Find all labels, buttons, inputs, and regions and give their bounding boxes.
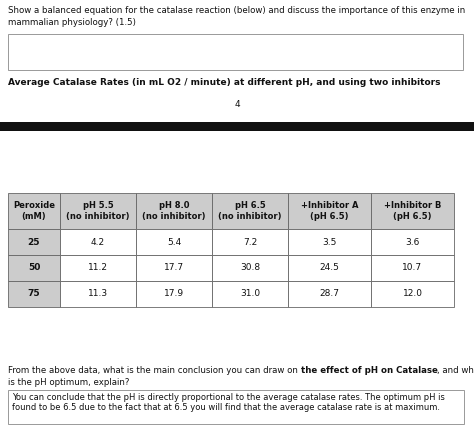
Bar [136,281,212,307]
Bar [136,229,212,255]
Text: , and what: , and what [438,366,474,375]
Text: 12.0: 12.0 [402,289,422,299]
Text: pH 5.5
(no inhibitor): pH 5.5 (no inhibitor) [66,201,130,221]
Bar [60,193,136,229]
Bar [60,229,136,255]
Text: 17.7: 17.7 [164,264,184,272]
Bar [288,281,371,307]
Text: From the above data, what is the main conclusion you can draw on: From the above data, what is the main co… [8,366,301,375]
Text: is the pH optimum, explain?: is the pH optimum, explain? [8,378,129,387]
Text: 11.3: 11.3 [88,289,108,299]
Bar [8,229,60,255]
Bar [212,193,288,229]
Text: 25: 25 [28,237,40,246]
Bar [8,34,463,70]
Text: +Inhibitor B
(pH 6.5): +Inhibitor B (pH 6.5) [384,201,441,221]
Text: 28.7: 28.7 [319,289,339,299]
Bar [136,255,212,281]
Text: 4.2: 4.2 [91,237,105,246]
Text: 3.5: 3.5 [322,237,337,246]
Bar [212,255,288,281]
Bar [371,229,454,255]
Text: 4: 4 [234,100,240,109]
Bar [288,255,371,281]
Bar [371,255,454,281]
Text: 24.5: 24.5 [319,264,339,272]
Bar [60,281,136,307]
Bar [8,281,60,307]
Text: pH 6.5
(no inhibitor): pH 6.5 (no inhibitor) [218,201,282,221]
Text: You can conclude that the pH is directly proportional to the average catalase ra: You can conclude that the pH is directly… [12,393,445,402]
Bar [8,193,60,229]
Text: 31.0: 31.0 [240,289,260,299]
Bar [0,122,474,131]
Text: 11.2: 11.2 [88,264,108,272]
Text: the effect of pH on Catalase: the effect of pH on Catalase [301,366,438,375]
Bar [288,193,371,229]
Bar [60,255,136,281]
Bar [136,193,212,229]
Text: 17.9: 17.9 [164,289,184,299]
Text: 75: 75 [27,289,40,299]
Text: 7.2: 7.2 [243,237,257,246]
Text: 10.7: 10.7 [402,264,422,272]
Bar [8,390,464,424]
Bar [212,281,288,307]
Text: 3.6: 3.6 [405,237,419,246]
Bar [8,255,60,281]
Bar [288,229,371,255]
Text: found to be 6.5 due to the fact that at 6.5 you will find that the average catal: found to be 6.5 due to the fact that at … [12,403,440,412]
Text: Average Catalase Rates (in mL O2 / minute) at different pH, and using two inhibi: Average Catalase Rates (in mL O2 / minut… [8,78,440,87]
Text: Show a balanced equation for the catalase reaction (below) and discuss the impor: Show a balanced equation for the catalas… [8,6,465,27]
Bar [371,193,454,229]
Text: 30.8: 30.8 [240,264,260,272]
Text: 50: 50 [28,264,40,272]
Text: +Inhibitor A
(pH 6.5): +Inhibitor A (pH 6.5) [301,201,358,221]
Bar [371,281,454,307]
Bar [212,229,288,255]
Text: Peroxide
(mM): Peroxide (mM) [13,201,55,221]
Text: pH 8.0
(no inhibitor): pH 8.0 (no inhibitor) [142,201,206,221]
Text: 5.4: 5.4 [167,237,181,246]
